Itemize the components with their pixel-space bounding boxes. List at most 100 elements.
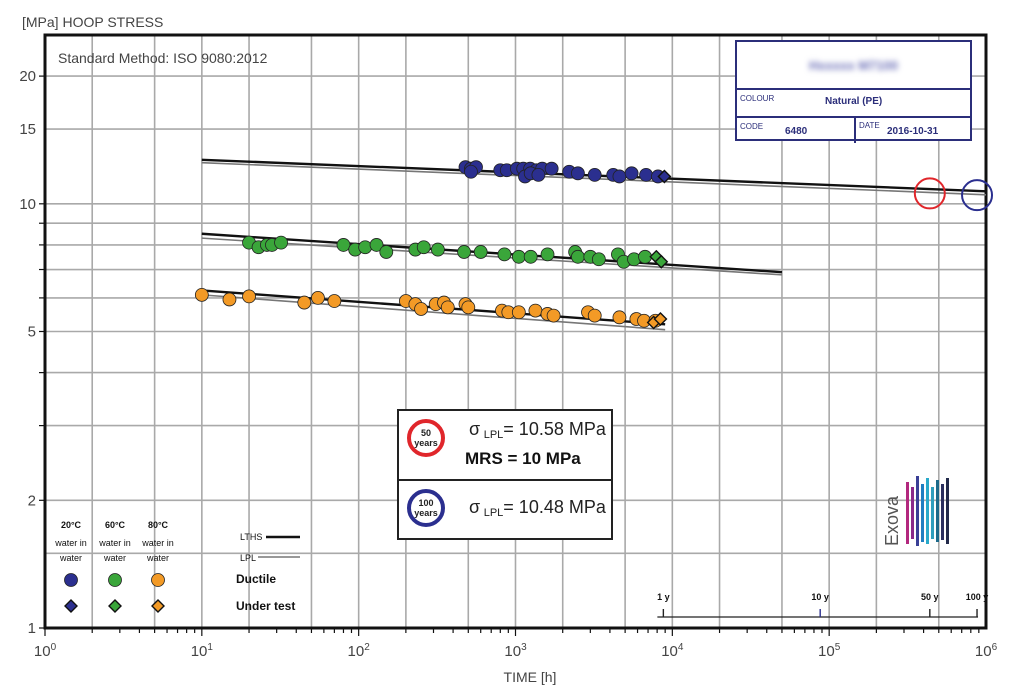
x-tick-label: 103 <box>504 642 527 660</box>
legend-medium: water <box>146 553 169 563</box>
ductile-point <box>612 169 627 184</box>
ductile-point <box>274 235 288 250</box>
ductile-point <box>222 292 237 307</box>
legend-medium: water in <box>141 538 174 548</box>
under-test-point <box>653 312 668 327</box>
sigma-50-sub: LPL <box>483 429 504 441</box>
fifty-years-number: 50 <box>420 428 431 438</box>
ductile-point <box>297 295 312 310</box>
logo-bar <box>936 480 939 542</box>
legend-temperature: 20°C <box>61 520 82 530</box>
fifty-years-unit: years <box>414 438 438 448</box>
sigma-100-symbol: σ <box>469 497 481 517</box>
under-test-point <box>657 169 672 184</box>
sigma-100-text: σ LPL= 10.48 MPa <box>469 497 606 519</box>
ductile-point <box>336 238 351 252</box>
logo-bar <box>921 484 924 542</box>
ductile-point <box>461 300 476 315</box>
legend-lpl-label: LPL <box>240 553 256 563</box>
logo-text: Exova <box>882 495 902 546</box>
time-marker-label: 10 y <box>811 592 829 602</box>
x-tick-label: 106 <box>975 642 998 660</box>
hundred-years-ring: 100 years <box>407 489 445 527</box>
legend-medium: water in <box>54 538 87 548</box>
sigma-100-sub: LPL <box>483 507 504 519</box>
result-divider <box>399 479 611 481</box>
logo-bar <box>911 487 914 539</box>
ductile-point <box>369 238 384 252</box>
ductile-point <box>414 302 428 316</box>
legend-ductile-label: Ductile <box>236 572 276 586</box>
ductile-point <box>528 303 543 318</box>
mrs-result-box: 50 years σ LPL= 10.58 MPa MRS = 10 MPa 1… <box>397 409 613 540</box>
x-axis-title: TIME [h] <box>504 669 557 685</box>
x-tick-label: 105 <box>818 642 841 660</box>
time-marker-label: 100 y <box>966 592 989 602</box>
material-name-cell: Hxxxxx M7100 <box>737 42 970 90</box>
ductile-point <box>531 167 546 182</box>
ductile-point <box>546 308 561 323</box>
y-tick-label: 10 <box>19 196 36 213</box>
ductile-point <box>511 305 526 320</box>
logo-bar <box>941 484 944 540</box>
hundred-years-unit: years <box>414 508 438 518</box>
x-tick-label: 100 <box>34 642 57 660</box>
ductile-point <box>523 249 538 264</box>
ductile-point <box>242 289 256 304</box>
y-tick-label: 2 <box>28 492 36 509</box>
ductile-point <box>544 161 559 176</box>
x-tick-label: 101 <box>191 642 214 660</box>
legend-under-test-marker <box>151 599 165 613</box>
ductile-point <box>587 308 602 323</box>
lpl-line <box>201 237 783 276</box>
code-value: 6480 <box>785 126 808 137</box>
logo-bar <box>946 478 949 544</box>
code-label: CODE <box>740 122 764 131</box>
ductile-point <box>571 249 585 264</box>
legend-lths-label: LTHS <box>240 532 262 542</box>
ductile-point <box>587 167 602 182</box>
sigma-100-value: = 10.48 MPa <box>503 497 606 517</box>
y-axis-title: [MPa] HOOP STRESS <box>22 14 163 30</box>
date-label: DATE <box>859 121 880 130</box>
legend-under-test-marker <box>64 599 78 613</box>
info-divider <box>854 118 856 143</box>
time-marker-label: 1 y <box>657 592 670 602</box>
ductile-point <box>416 240 431 255</box>
time-markers: 1 y 10 y 50 y 100 y <box>657 592 989 618</box>
ductile-point <box>497 247 512 262</box>
ductile-point <box>540 247 555 262</box>
ductile-point <box>457 245 471 259</box>
sigma-50-symbol: σ <box>469 419 481 439</box>
ductile-point <box>511 249 526 264</box>
ductile-point <box>571 166 585 181</box>
date-value: 2016-10-31 <box>887 126 939 137</box>
under-test-point <box>654 254 669 269</box>
legend-medium: water <box>103 553 126 563</box>
x-axis-ticks: 100 101 102 103 104 105 106 <box>34 628 998 660</box>
legend-under-test-marker <box>108 599 122 613</box>
extrapolation-ring <box>913 177 946 210</box>
logo-bar <box>906 482 909 544</box>
ductile-point <box>464 164 478 179</box>
y-tick-label: 20 <box>19 68 36 85</box>
y-tick-label: 15 <box>19 121 36 138</box>
legend-temperature: 80°C <box>148 520 169 530</box>
sigma-50-text: σ LPL= 10.58 MPa <box>469 419 606 441</box>
sigma-50-value: = 10.58 MPa <box>503 419 606 439</box>
logo-bar <box>926 478 929 544</box>
exova-logo: Exova <box>882 476 949 546</box>
time-marker-label: 50 y <box>921 592 939 602</box>
method-label: Standard Method: ISO 9080:2012 <box>58 50 268 66</box>
ductile-point <box>639 167 653 182</box>
legend-ductile-marker <box>151 573 165 587</box>
x-tick-label: 104 <box>661 642 684 660</box>
ductile-point <box>430 242 445 257</box>
colour-row: COLOUR Natural (PE) <box>737 88 970 118</box>
legend-medium: water in <box>98 538 131 548</box>
sample-info-table: Hxxxxx M7100 COLOUR Natural (PE) CODE 64… <box>735 40 972 143</box>
ductile-point <box>327 294 342 308</box>
x-tick-label: 102 <box>348 642 371 660</box>
colour-label: COLOUR <box>740 94 775 103</box>
